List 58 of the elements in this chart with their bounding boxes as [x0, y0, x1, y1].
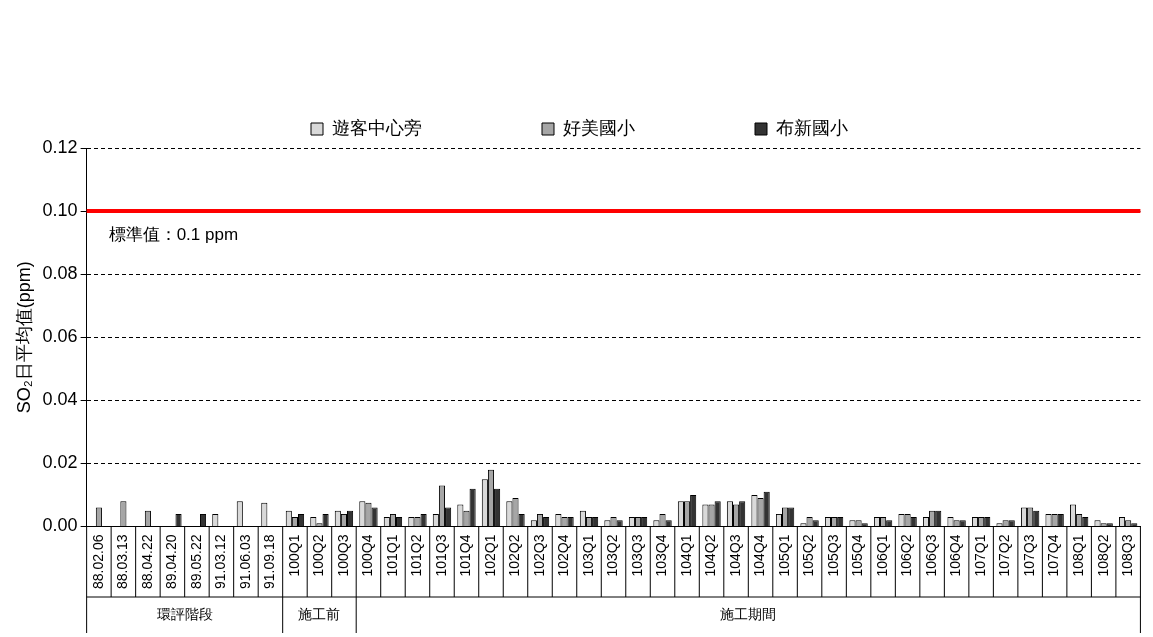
x-tick-label: 106Q1 [873, 534, 890, 577]
x-tick-label: 100Q1 [285, 534, 302, 577]
text: 施工期間 [720, 605, 777, 622]
x-tick-label: 101Q3 [432, 534, 449, 577]
x-tick-label: 101Q2 [408, 534, 425, 577]
x-tick-label: 91.09.18 [261, 534, 278, 589]
x-tick-label: 102Q2 [506, 534, 523, 577]
y-tick-label: 0.04 [42, 389, 78, 410]
x-tick-label: 104Q3 [726, 534, 743, 577]
x-tick-label: 88.02.06 [89, 534, 106, 589]
y-tick-label: 0.02 [42, 452, 78, 473]
x-tick-label: 102Q1 [481, 534, 498, 577]
x-tick-label: 101Q1 [383, 534, 400, 577]
x-tick-label: 103Q1 [579, 534, 596, 577]
x-tick-label: 89.04.20 [163, 534, 180, 589]
x-tick-label: 107Q2 [996, 534, 1013, 577]
x-tick-label: 105Q2 [800, 534, 817, 577]
x-tick-label: 107Q1 [971, 534, 988, 577]
y-tick-label: 0.06 [42, 326, 78, 347]
y-tick-label: 0.00 [42, 515, 78, 536]
x-tick-label: 107Q4 [1045, 534, 1062, 577]
x-tick-label: 106Q2 [898, 534, 915, 577]
x-tick-label: 103Q4 [653, 534, 670, 577]
x-tick-label: 103Q3 [628, 534, 645, 577]
x-tick-label: 108Q2 [1094, 534, 1111, 577]
x-tick-label: 106Q4 [947, 534, 964, 577]
x-tick-label: 100Q3 [334, 534, 351, 577]
x-tick-label: 91.06.03 [236, 534, 253, 589]
x-tick-label: 100Q4 [359, 534, 376, 577]
x-tick-label: 105Q1 [775, 534, 792, 577]
x-tick-label: 88.03.13 [114, 534, 131, 589]
x-tick-label: 102Q4 [555, 534, 572, 577]
x-tick-label: 104Q1 [677, 534, 694, 577]
x-tick-label: 106Q3 [922, 534, 939, 577]
x-tick-label: 105Q3 [824, 534, 841, 577]
x-tick-label: 108Q3 [1119, 534, 1136, 577]
y-tick-label: 0.10 [42, 200, 78, 221]
x-tick-label: 89.05.22 [187, 534, 204, 589]
x-tick-label: 100Q2 [310, 534, 327, 577]
ref-line-label: 標準值：0.1 ppm [108, 225, 239, 245]
legend-label: 布新國小 [776, 117, 848, 138]
x-tick-label: 108Q1 [1070, 534, 1086, 577]
text: 環評階段 [156, 605, 213, 622]
text: 施工前 [298, 605, 341, 622]
x-tick-label: 102Q3 [530, 534, 547, 577]
y-axis-title: SO₂日平均值(ppm) [13, 261, 34, 414]
legend-label: 遊客中心旁 [332, 117, 422, 138]
y-tick-label: 0.08 [42, 263, 78, 284]
y-tick-label: 0.12 [42, 136, 78, 157]
x-tick-label: 107Q3 [1020, 534, 1037, 577]
x-tick-label: 91.03.12 [212, 534, 229, 589]
legend-label: 好美國小 [563, 117, 635, 138]
x-tick-label: 103Q2 [604, 534, 621, 577]
x-tick-label: 101Q4 [457, 534, 474, 577]
x-tick-label: 105Q4 [849, 534, 866, 577]
x-tick-label: 88.04.22 [138, 534, 155, 589]
x-tick-label: 104Q2 [702, 534, 719, 577]
x-tick-label: 104Q4 [751, 534, 768, 577]
